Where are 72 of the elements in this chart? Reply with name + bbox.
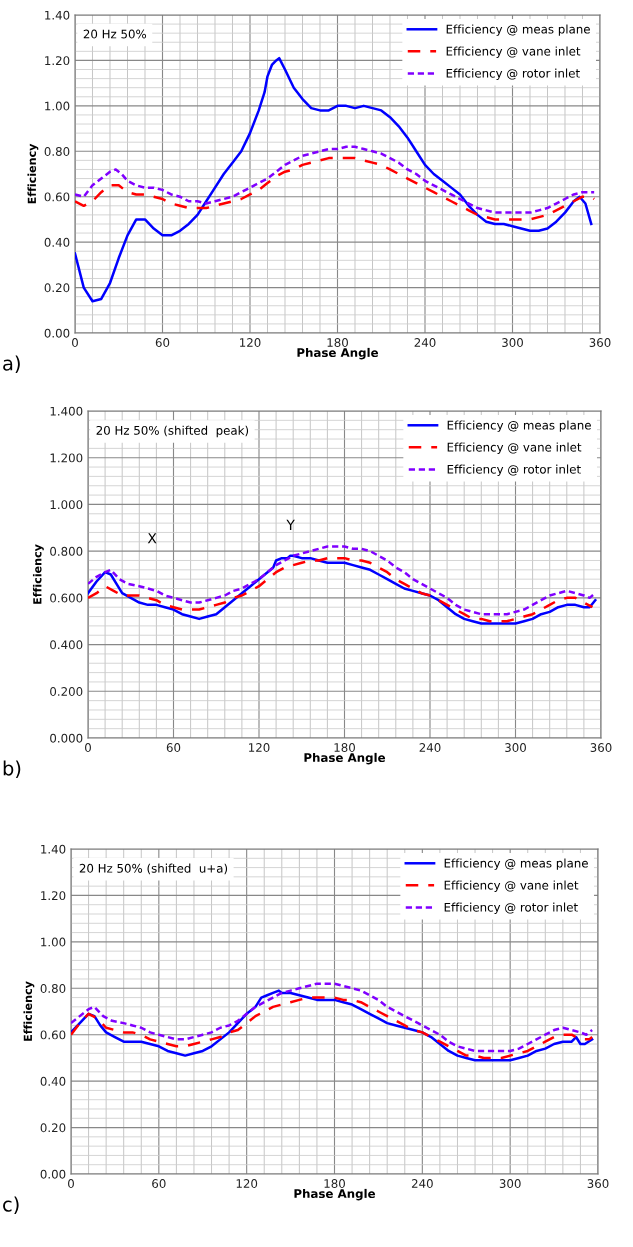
y-tick-label: 0.40 — [44, 237, 70, 247]
x-tick-label: 300 — [502, 338, 523, 347]
text: a) — [3, 355, 20, 373]
y-tick-label: 0.20 — [40, 1123, 66, 1133]
x-tick-label: 300 — [499, 1179, 521, 1188]
line-series — [71, 982, 594, 1053]
x-tick-label: 0 — [85, 743, 91, 752]
x-tick-label: 120 — [249, 743, 270, 752]
y-tick-label: 0.00 — [40, 1169, 66, 1179]
line-series — [75, 145, 596, 214]
legend-label: Efficiency @ rotor inlet — [447, 464, 581, 476]
x-tick-label: 120 — [240, 338, 261, 347]
y-tick-label: 0.000 — [50, 733, 83, 743]
x-tick-label: 360 — [590, 743, 612, 752]
legend-label: Efficiency @ vane inlet — [447, 442, 582, 454]
y-tick-label: 0.60 — [44, 192, 70, 202]
y-tick-label: 1.20 — [41, 891, 66, 901]
y-tick-label: 0.600 — [50, 593, 83, 603]
x-tick-label: 300 — [505, 743, 526, 752]
x-tick-label: 180 — [327, 338, 348, 347]
x-tick-label: 60 — [155, 338, 170, 347]
legend-label: Efficiency @ rotor inlet — [444, 902, 578, 914]
annotation: X — [147, 533, 157, 544]
y-tick-label: 0.40 — [40, 1076, 66, 1086]
y-tick-label: 1.200 — [50, 453, 83, 463]
y-tick-label: 1.00 — [41, 937, 66, 947]
y-tick-label: 1.40 — [45, 10, 70, 20]
y-tick-label: 0.20 — [44, 283, 70, 293]
x-tick-label: 360 — [589, 338, 611, 347]
y-tick-label: 1.400 — [50, 406, 83, 416]
y-tick-label: 1.40 — [41, 844, 66, 854]
x-tick-label: 240 — [411, 1179, 433, 1188]
x-tick-label: 240 — [414, 338, 436, 347]
y-tick-label: 1.20 — [45, 56, 70, 66]
y-axis-title: Efficiency — [27, 143, 39, 204]
x-axis-title: Phase Angle — [304, 752, 386, 765]
x-tick-label: 60 — [166, 743, 181, 752]
x-tick-label: 360 — [587, 1179, 609, 1188]
y-tick-label: 1.000 — [50, 500, 83, 510]
y-tick-label: 0.400 — [50, 640, 83, 650]
legend-label: Efficiency @ meas plane — [447, 420, 591, 432]
text: b) — [3, 760, 21, 778]
y-tick-label: 0.80 — [44, 147, 70, 156]
y-tick-label: 0.60 — [40, 1030, 66, 1040]
legend-label: Efficiency @ vane inlet — [446, 46, 581, 58]
annotation: Y — [286, 519, 295, 530]
x-axis-title: Phase Angle — [297, 347, 379, 360]
y-tick-label: 0.80 — [40, 984, 66, 993]
x-tick-label: 180 — [324, 1179, 345, 1188]
x-axis-title: Phase Angle — [294, 1188, 376, 1201]
y-tick-label: 0.800 — [50, 546, 83, 556]
legend-label: Efficiency @ meas plane — [446, 24, 590, 36]
y-tick-label: 0.00 — [44, 328, 70, 338]
x-tick-label: 180 — [334, 743, 355, 752]
text: c) — [3, 1196, 19, 1214]
line-series — [75, 56, 593, 303]
y-axis-title: Efficiency — [32, 544, 44, 604]
y-axis-title: Efficiency — [23, 981, 35, 1041]
legend-label: Efficiency @ meas plane — [444, 858, 588, 870]
legend-label: Efficiency @ vane inlet — [444, 880, 579, 892]
x-tick-label: 0 — [72, 338, 78, 347]
text: 20 Hz 50% (shifted u+a) — [79, 863, 228, 875]
x-tick-label: 60 — [152, 1179, 166, 1188]
legend-label: Efficiency @ rotor inlet — [446, 68, 580, 80]
line-series — [75, 156, 596, 221]
y-tick-label: 1.00 — [45, 101, 70, 111]
x-tick-label: 240 — [419, 743, 441, 752]
text: 20 Hz 50% (shifted peak) — [96, 425, 249, 438]
x-tick-label: 0 — [68, 1179, 74, 1188]
y-tick-label: 0.200 — [50, 687, 83, 696]
x-tick-label: 120 — [236, 1179, 258, 1188]
text: 20 Hz 50% — [83, 29, 147, 39]
